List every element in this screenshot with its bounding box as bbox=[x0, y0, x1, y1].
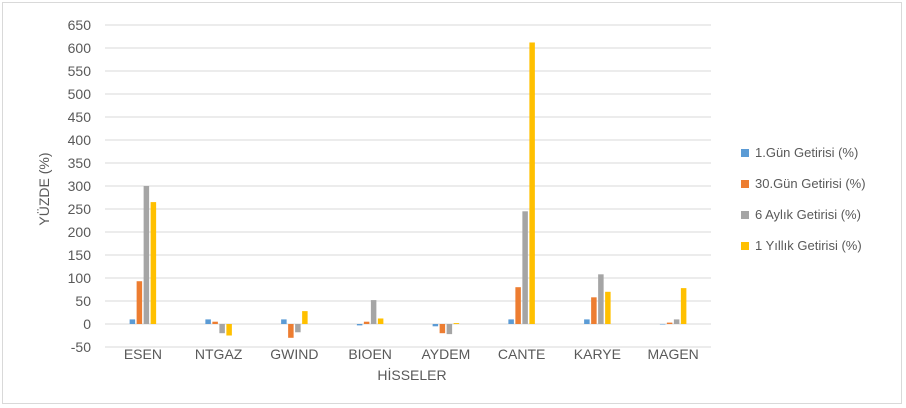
legend-swatch bbox=[741, 180, 749, 188]
bar-magen-series-4 bbox=[680, 288, 687, 324]
y-tick-label: 50 bbox=[75, 293, 91, 309]
legend-swatch bbox=[741, 149, 749, 157]
bar-bioen-series-2 bbox=[363, 321, 370, 324]
bar-magen-series-2 bbox=[666, 322, 673, 324]
bar-esen-series-1 bbox=[129, 319, 136, 324]
x-tick-label: CANTE bbox=[498, 346, 545, 362]
y-tick-label: 550 bbox=[68, 63, 92, 79]
bar-esen-series-3 bbox=[143, 186, 150, 324]
x-tick-labels: ESEN NTGAZ GWIND BIOEN AYDEM CANTE KARYE MAGEN bbox=[124, 346, 699, 362]
x-tick-label: ESEN bbox=[124, 346, 162, 362]
bar-gwind-series-3 bbox=[295, 324, 301, 333]
bar-karye-series-3 bbox=[598, 274, 604, 324]
y-tick-label: 100 bbox=[68, 270, 92, 286]
y-tick-label: 650 bbox=[68, 17, 92, 33]
y-axis-title: YÜZDE (%) bbox=[35, 152, 52, 225]
bar-aydem-series-1 bbox=[432, 324, 439, 327]
bar-karye-series-1 bbox=[584, 319, 590, 324]
y-tick-label: 150 bbox=[68, 247, 92, 263]
y-tick-label: 350 bbox=[68, 155, 92, 171]
bar-cante-series-4 bbox=[529, 42, 535, 324]
y-tick-label: 0 bbox=[83, 316, 91, 332]
y-tick-label: 200 bbox=[68, 224, 92, 240]
y-tick-label: 450 bbox=[68, 109, 92, 125]
x-tick-label: BIOEN bbox=[348, 346, 392, 362]
y-tick-label: 250 bbox=[68, 201, 92, 217]
bar-aydem-series-3 bbox=[446, 324, 453, 335]
bar-esen-series-4 bbox=[150, 202, 157, 324]
bar-gwind-series-4 bbox=[302, 311, 308, 324]
bar-bioen-series-3 bbox=[370, 300, 377, 324]
bar-layer bbox=[129, 42, 687, 338]
chart-frame: -50 0 50 100 150 200 250 300 350 400 450 500 550 600 6… bbox=[2, 2, 902, 404]
bar-bioen-series-1 bbox=[356, 324, 363, 326]
y-tick-label: 400 bbox=[68, 132, 92, 148]
bar-magen-series-3 bbox=[673, 319, 680, 324]
y-tick-labels: -50 0 50 100 150 200 250 300 350 400 450 500 550 600 6… bbox=[68, 17, 92, 355]
bar-karye-series-2 bbox=[591, 297, 597, 324]
bar-karye-series-4 bbox=[605, 291, 611, 324]
y-tick-label: 600 bbox=[68, 40, 92, 56]
legend: 1.Gün Getirisi (%) 30.Gün Getirisi (%) 6 A… bbox=[741, 145, 866, 253]
y-tick-label: 500 bbox=[68, 86, 92, 102]
bar-aydem-series-2 bbox=[439, 324, 446, 334]
bar-ntgaz-series-3 bbox=[219, 324, 225, 334]
bar-esen-series-2 bbox=[136, 281, 143, 324]
chart-svg: -50 0 50 100 150 200 250 300 350 400 450 500 550 600 6… bbox=[35, 17, 866, 383]
bar-gwind-series-2 bbox=[288, 324, 294, 338]
bar-cante-series-3 bbox=[522, 211, 528, 324]
legend-label: 30.Gün Getirisi (%) bbox=[755, 176, 866, 191]
bar-aydem-series-4 bbox=[453, 323, 460, 324]
legend-label: 1.Gün Getirisi (%) bbox=[755, 145, 858, 160]
x-tick-label: MAGEN bbox=[647, 346, 698, 362]
x-tick-label: GWIND bbox=[270, 346, 318, 362]
bar-ntgaz-series-2 bbox=[212, 321, 218, 324]
legend-label: 6 Aylık Getirisi (%) bbox=[755, 207, 861, 222]
bar-bioen-series-4 bbox=[377, 318, 384, 324]
y-tick-label: -50 bbox=[71, 339, 91, 355]
bar-cante-series-1 bbox=[508, 319, 514, 324]
bar-gwind-series-1 bbox=[281, 319, 287, 324]
bar-cante-series-2 bbox=[515, 287, 521, 324]
bar-ntgaz-series-4 bbox=[226, 324, 232, 336]
bar-magen-series-1 bbox=[659, 324, 666, 325]
x-tick-label: NTGAZ bbox=[195, 346, 243, 362]
legend-swatch bbox=[741, 211, 749, 219]
x-tick-label: KARYE bbox=[574, 346, 621, 362]
y-tick-label: 300 bbox=[68, 178, 92, 194]
x-tick-label: AYDEM bbox=[422, 346, 471, 362]
bar-ntgaz-series-1 bbox=[205, 319, 211, 324]
x-axis-title: HİSSELER bbox=[377, 366, 446, 383]
grid-layer bbox=[105, 24, 711, 348]
legend-swatch bbox=[741, 242, 749, 250]
legend-label: 1 Yıllık Getirisi (%) bbox=[755, 238, 862, 253]
